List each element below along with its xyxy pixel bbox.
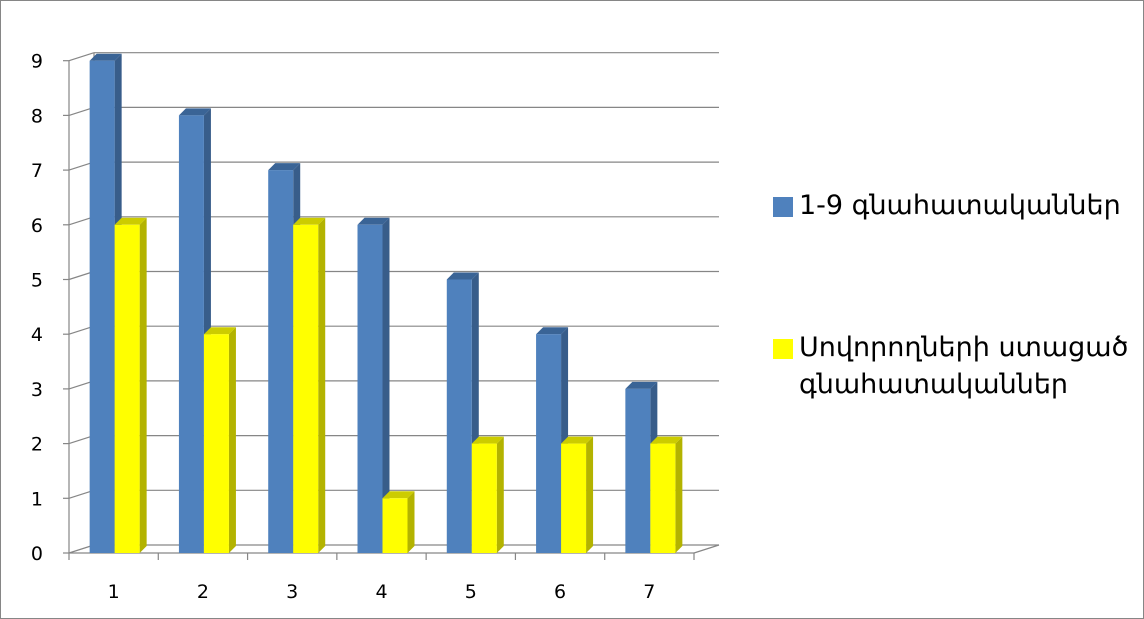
bar — [203, 334, 229, 553]
bar-top — [561, 436, 594, 444]
bar-side — [228, 327, 236, 553]
bar-top — [114, 217, 147, 225]
bar-top — [625, 381, 658, 389]
bar — [561, 443, 587, 553]
legend-label-grades-1-9: 1-9 գնահատականներ — [799, 190, 1121, 221]
bar — [446, 279, 472, 553]
legend-swatch-blue — [773, 197, 793, 217]
bar-top — [268, 163, 301, 171]
bar — [89, 60, 115, 553]
bar — [382, 498, 408, 553]
y-tick-label: 2 — [31, 434, 43, 456]
bar — [650, 443, 676, 553]
bar-side — [675, 436, 683, 553]
bar-top — [650, 436, 683, 444]
x-tick-label: 3 — [286, 581, 298, 603]
x-tick-label: 1 — [108, 581, 120, 603]
y-tick-label: 3 — [31, 379, 43, 401]
bar-side — [318, 217, 326, 554]
y-tick-label: 9 — [31, 51, 43, 73]
bar — [293, 224, 319, 554]
y-tick-label: 0 — [31, 543, 43, 565]
x-tick-label: 2 — [197, 581, 209, 603]
bar-top — [357, 217, 390, 225]
bar-side — [139, 217, 147, 554]
bar — [178, 115, 204, 554]
legend: 1-9 գնահատականներ Սովորողների ստացած գնա… — [773, 187, 1143, 403]
y-tick-label: 8 — [31, 105, 43, 127]
x-tick-label: 6 — [554, 581, 566, 603]
bar-top — [203, 327, 236, 335]
bar-top — [536, 327, 569, 335]
bar-top — [382, 491, 415, 499]
bar — [625, 388, 651, 553]
y-tick-label: 7 — [31, 160, 43, 182]
bar — [471, 443, 497, 553]
y-tick-label: 1 — [31, 488, 43, 510]
bar-top — [178, 108, 211, 116]
y-tick-label: 5 — [31, 270, 43, 292]
legend-swatch-yellow — [773, 339, 793, 359]
bar-side — [496, 436, 504, 553]
bar — [357, 224, 383, 554]
y-tick-label: 6 — [31, 215, 43, 237]
y-tick-label: 4 — [31, 324, 43, 346]
bar-side — [407, 491, 415, 553]
legend-item-student-grades: Սովորողների ստացած գնահատականներ — [773, 329, 1143, 403]
gridline-side — [68, 52, 95, 62]
legend-item-grades-1-9: 1-9 գնահատականներ — [773, 187, 1143, 224]
bar-top — [89, 53, 122, 61]
x-tick-label: 7 — [643, 581, 655, 603]
bar-side — [586, 436, 594, 553]
bar-top — [293, 217, 326, 225]
legend-label-student-grades: Սովորողների ստացած գնահատականներ — [799, 332, 1129, 400]
x-tick-label: 4 — [375, 581, 387, 603]
x-axis-floor-edge — [693, 544, 720, 554]
bar — [268, 170, 294, 553]
bar-top — [446, 272, 479, 280]
bar-side — [382, 217, 390, 554]
bar — [536, 334, 562, 553]
bar-top — [471, 436, 504, 444]
bar — [114, 224, 140, 554]
x-tick-label: 5 — [465, 581, 477, 603]
